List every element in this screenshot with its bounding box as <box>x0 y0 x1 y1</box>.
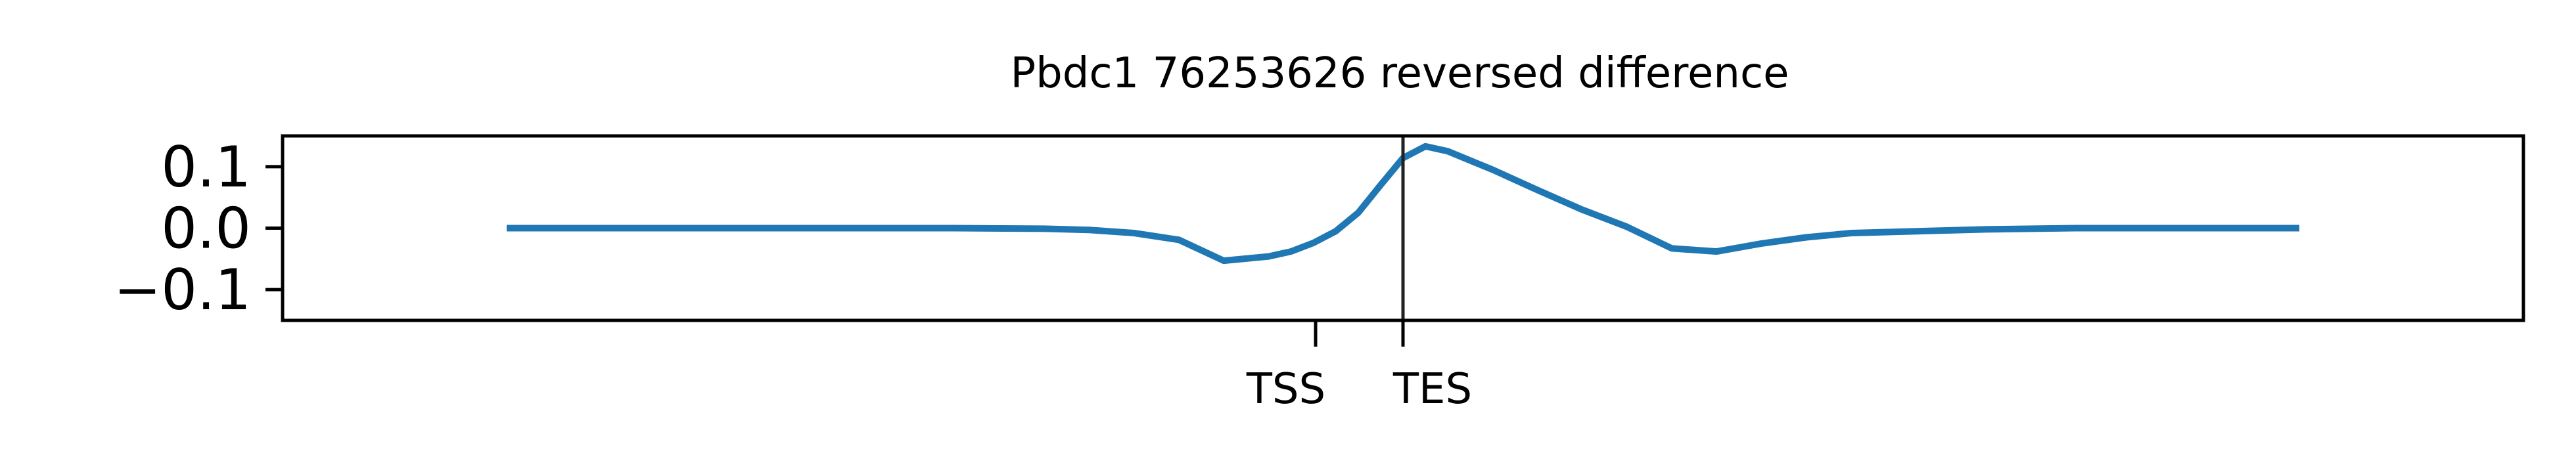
plot-area <box>507 136 2299 320</box>
chart-title: Pbdc1 76253626 reversed difference <box>1011 49 1789 98</box>
y-tick-label-1: 0.0 <box>161 196 251 262</box>
y-axis: 0.10.0−0.1 <box>114 135 283 323</box>
x-tick-label-0: TSS <box>1246 365 1325 414</box>
y-tick-label-0: 0.1 <box>161 135 251 200</box>
x-tick-label-1: TES <box>1392 365 1472 414</box>
x-axis: TSS TES <box>1246 320 1472 414</box>
y-tick-label-2: −0.1 <box>114 257 251 323</box>
